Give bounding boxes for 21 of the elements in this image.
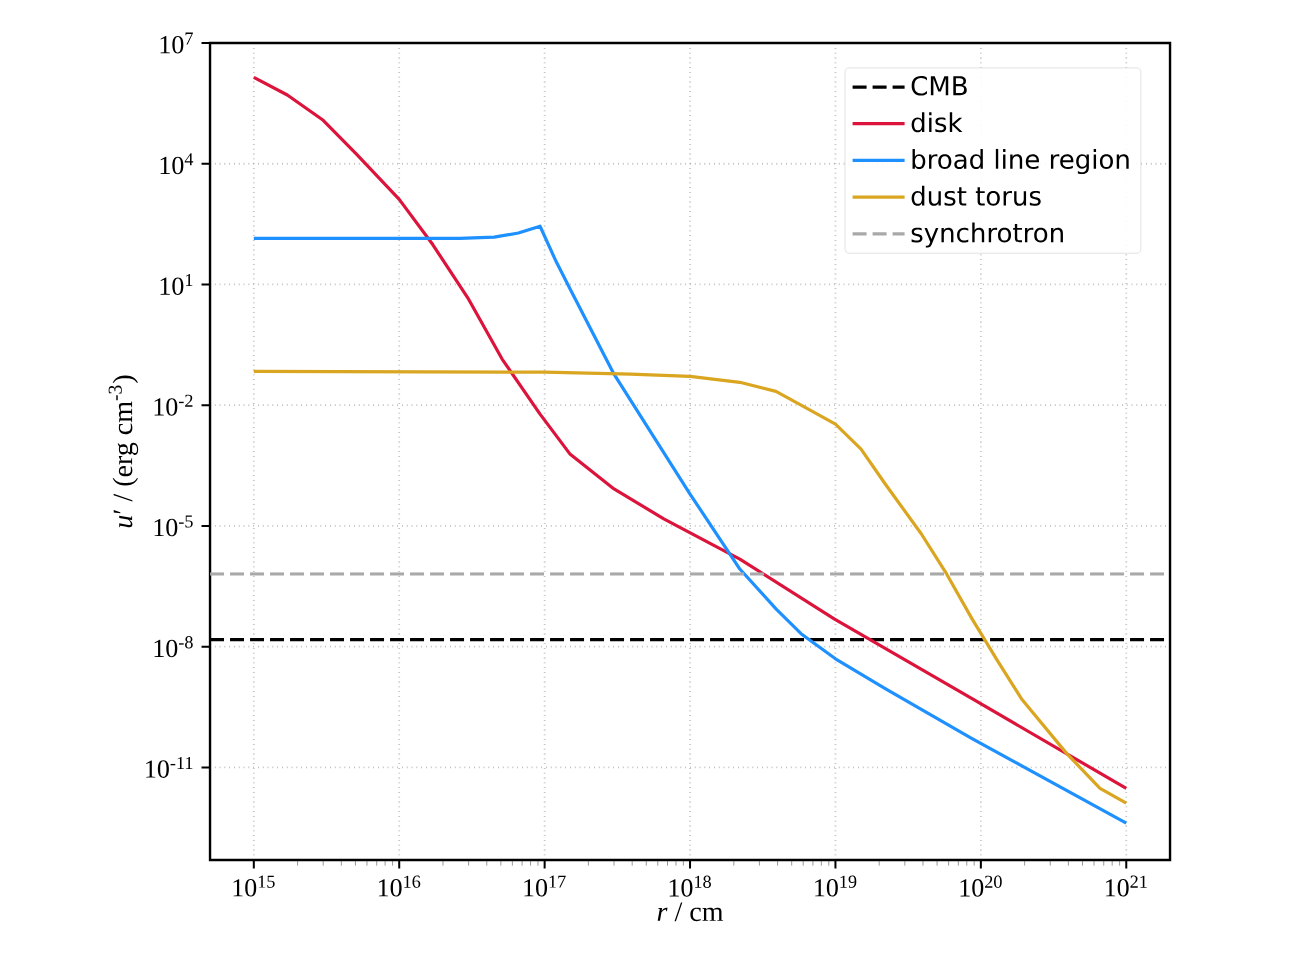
- y-tick-label: 10$^{-11}$: [146, 756, 193, 778]
- x-tick-label: 10$^{20}$: [960, 875, 1002, 897]
- x-tick-label: 10$^{15}$: [233, 875, 275, 897]
- x-tick-label: 10$^{19}$: [815, 875, 857, 897]
- legend-label: CMB: [911, 75, 967, 96]
- legend-label: synchrotron: [911, 222, 1063, 248]
- y-tick-label: 10$^{7}$: [160, 32, 193, 54]
- x-tick-label: 10$^{21}$: [1105, 875, 1147, 897]
- x-tick-label: 10$^{17}$: [524, 875, 566, 897]
- x-tick-label: 10$^{16}$: [378, 875, 421, 897]
- y-tick-label: 10$^{1}$: [160, 273, 193, 295]
- x-axis-title: r / cm: [657, 902, 724, 922]
- y-axis-title: u′ / (erg cm$^{-3}$): [108, 375, 139, 528]
- y-tick-label: 10$^{-2}$: [154, 394, 193, 416]
- legend-label: broad line region: [912, 148, 1129, 175]
- x-tick-label: 10$^{18}$: [669, 875, 711, 897]
- y-tick-label: 10$^{-5}$: [154, 515, 193, 537]
- y-tick-label: 10$^{-8}$: [154, 636, 193, 658]
- y-tick-label: 10$^{4}$: [160, 153, 194, 175]
- legend-label: dust torus: [911, 185, 1041, 206]
- legend-label: disk: [911, 112, 963, 133]
